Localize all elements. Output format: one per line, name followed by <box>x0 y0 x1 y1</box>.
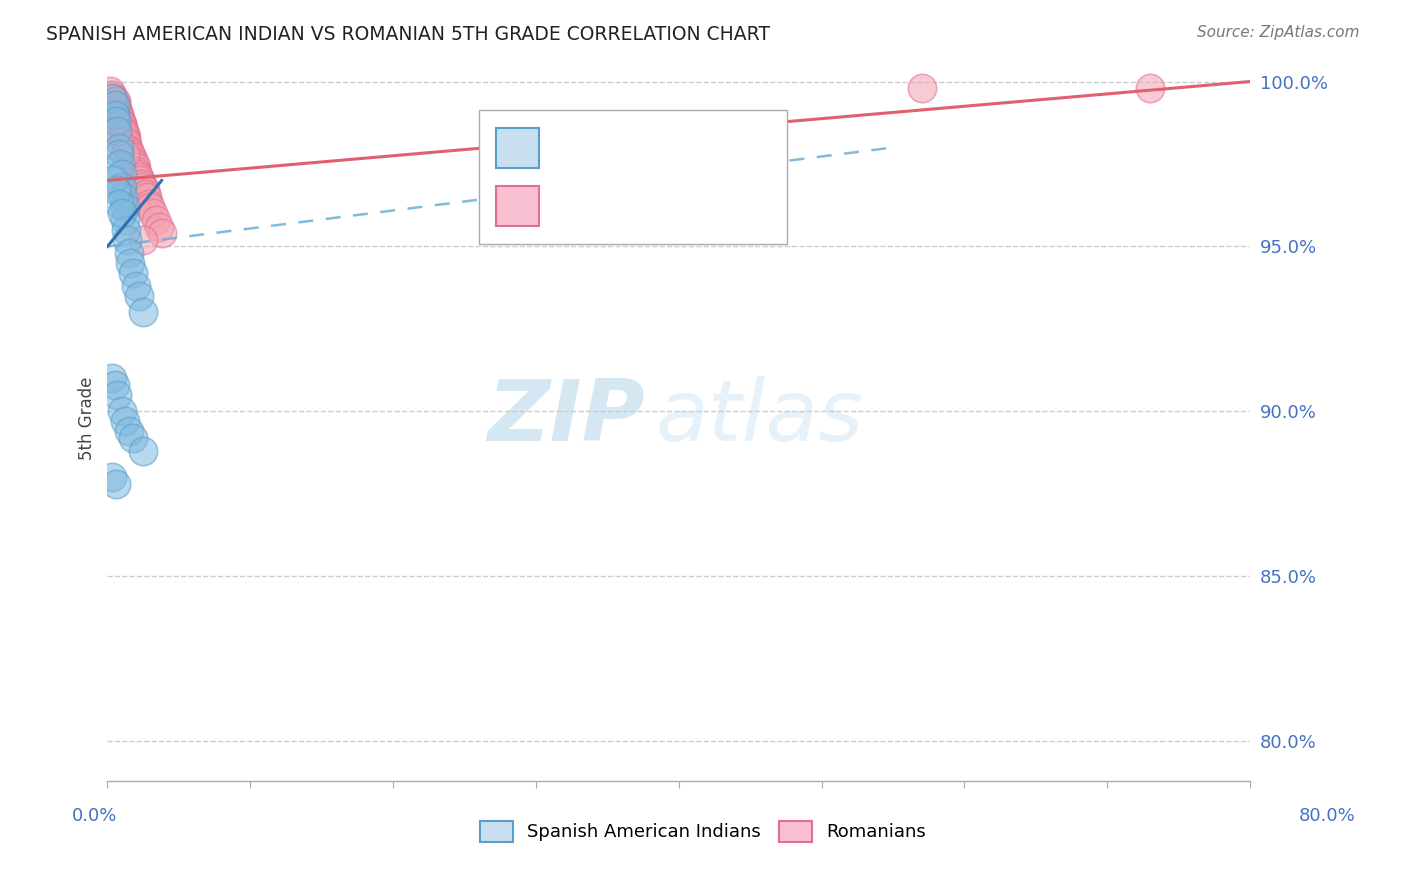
Point <box>136 190 159 204</box>
Point <box>108 140 131 154</box>
Point <box>100 371 122 385</box>
Point <box>103 378 125 392</box>
Point <box>117 137 139 152</box>
Point <box>114 414 136 428</box>
Point <box>145 213 167 227</box>
Point <box>103 107 125 121</box>
Point <box>104 95 127 109</box>
Point <box>110 114 132 128</box>
Point <box>103 124 125 138</box>
Point <box>112 120 135 135</box>
Point <box>105 124 128 138</box>
FancyBboxPatch shape <box>496 128 540 168</box>
Point <box>118 246 141 260</box>
Point <box>132 180 155 194</box>
Point <box>112 124 135 138</box>
Point <box>132 444 155 458</box>
Point <box>111 117 134 131</box>
Point <box>127 167 149 181</box>
Point <box>108 134 131 148</box>
Point <box>125 279 148 293</box>
Point <box>105 101 128 115</box>
Point <box>104 183 127 197</box>
Text: atlas: atlas <box>655 376 863 459</box>
Text: 80.0%: 80.0% <box>1299 807 1355 825</box>
Point <box>125 161 148 175</box>
Point <box>105 104 128 119</box>
Point <box>101 173 124 187</box>
Point <box>114 128 136 142</box>
Legend: Spanish American Indians, Romanians: Spanish American Indians, Romanians <box>472 814 934 849</box>
Point <box>111 167 134 181</box>
Point <box>131 177 153 191</box>
Point <box>108 147 131 161</box>
Point <box>142 206 165 220</box>
Point <box>103 97 125 112</box>
Point <box>111 117 134 131</box>
Point <box>138 196 160 211</box>
Point <box>148 219 170 234</box>
Point <box>132 233 155 247</box>
Point <box>104 477 127 491</box>
Point <box>114 147 136 161</box>
Point <box>115 134 138 148</box>
Point <box>121 150 143 164</box>
Point <box>98 84 121 98</box>
Point <box>115 130 138 145</box>
Point <box>111 180 134 194</box>
Y-axis label: 5th Grade: 5th Grade <box>79 376 96 459</box>
Point <box>110 157 132 171</box>
Point <box>139 200 162 214</box>
Point <box>108 107 131 121</box>
Point <box>100 91 122 105</box>
Point <box>118 424 141 438</box>
Point <box>135 186 157 201</box>
Point <box>120 147 142 161</box>
Point <box>114 200 136 214</box>
Point <box>104 114 127 128</box>
FancyBboxPatch shape <box>478 110 787 244</box>
Point <box>100 470 122 484</box>
Point <box>122 266 145 280</box>
Point <box>101 91 124 105</box>
Point <box>114 213 136 227</box>
Point <box>114 128 136 142</box>
FancyBboxPatch shape <box>496 186 540 226</box>
Point <box>1139 81 1161 95</box>
Point <box>150 227 173 241</box>
Point <box>104 97 127 112</box>
Text: SPANISH AMERICAN INDIAN VS ROMANIAN 5TH GRADE CORRELATION CHART: SPANISH AMERICAN INDIAN VS ROMANIAN 5TH … <box>46 25 770 44</box>
Text: R =  0.314   N = 50: R = 0.314 N = 50 <box>551 194 772 215</box>
Point <box>115 223 138 237</box>
Point <box>134 183 156 197</box>
Text: R = 0.070   N = 35: R = 0.070 N = 35 <box>551 136 765 157</box>
Text: ZIP: ZIP <box>486 376 644 459</box>
Point <box>105 388 128 402</box>
Point <box>103 95 125 109</box>
Point <box>118 144 141 158</box>
Point <box>910 81 932 95</box>
Point <box>128 170 150 185</box>
Point <box>129 173 152 187</box>
Point <box>132 305 155 319</box>
Text: Source: ZipAtlas.com: Source: ZipAtlas.com <box>1197 25 1360 40</box>
Point <box>122 431 145 445</box>
Point <box>100 87 122 102</box>
Point <box>108 196 131 211</box>
Point <box>122 153 145 168</box>
Point <box>111 206 134 220</box>
Point <box>117 140 139 154</box>
Point <box>111 404 134 418</box>
Point <box>124 157 146 171</box>
Point <box>110 111 132 125</box>
Point <box>117 233 139 247</box>
Point <box>118 144 141 158</box>
Point <box>125 163 148 178</box>
Text: 0.0%: 0.0% <box>72 807 117 825</box>
Point <box>120 256 142 270</box>
Point <box>108 107 131 121</box>
Point <box>112 190 135 204</box>
Point <box>128 289 150 303</box>
